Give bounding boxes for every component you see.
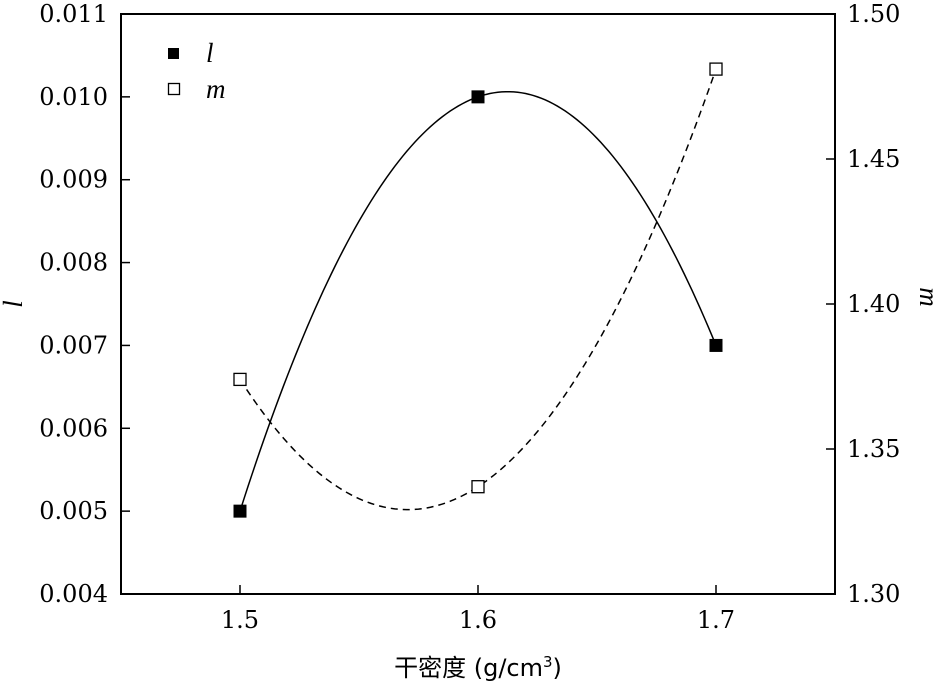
x-axis-title-main: 干密度 (g/cm (394, 654, 543, 682)
data-point-l (709, 338, 723, 352)
series-line-l (239, 90, 717, 512)
data-point-m (233, 372, 247, 387)
right-y-axis-title: m (914, 287, 939, 307)
right-y-tick-label: 1.50 (847, 0, 900, 28)
right-y-tick-label: 1.35 (847, 435, 900, 463)
right-y-tick-label: 1.40 (847, 290, 900, 318)
x-axis-title-end: ) (553, 654, 562, 682)
left-y-tick-label: 0.009 (39, 166, 108, 194)
data-point-l (233, 504, 247, 518)
left-y-tick-label: 0.011 (39, 0, 108, 28)
data-point-m (709, 62, 723, 76)
series-layer (233, 62, 723, 518)
right-y-tick-label: 1.30 (847, 580, 900, 608)
right-y-axis-ticks: 1.30 1.35 1.40 1.45 1.50 (826, 0, 900, 608)
left-y-tick-label: 0.008 (39, 249, 108, 277)
x-tick-label: 1.7 (697, 606, 735, 634)
legend-label-l: l (206, 38, 214, 68)
data-point-m (471, 480, 485, 494)
x-axis-ticks: 1.5 1.6 1.7 (221, 585, 735, 634)
left-y-tick-label: 0.005 (39, 497, 108, 525)
left-y-tick-label: 0.010 (39, 83, 108, 111)
series-line-m (239, 68, 717, 511)
left-y-tick-label: 0.004 (39, 580, 108, 608)
data-point-l (471, 90, 485, 104)
x-axis-title-superscript: 3 (543, 653, 553, 671)
left-y-axis-title: l (0, 300, 28, 308)
x-axis-title: 干密度 (g/cm3) (394, 653, 562, 682)
x-tick-label: 1.6 (459, 606, 497, 634)
x-tick-label: 1.5 (221, 606, 259, 634)
legend-marker-m (167, 82, 181, 96)
left-y-tick-label: 0.006 (39, 414, 108, 442)
left-y-tick-label: 0.007 (39, 331, 108, 359)
legend-label-m: m (206, 74, 226, 104)
legend-marker-l (168, 48, 179, 59)
right-y-tick-label: 1.45 (847, 145, 900, 173)
left-y-axis-ticks: 0.004 0.005 0.006 0.007 0.008 0.009 0.010 0.011 (39, 0, 130, 608)
legend: l m (167, 38, 226, 104)
